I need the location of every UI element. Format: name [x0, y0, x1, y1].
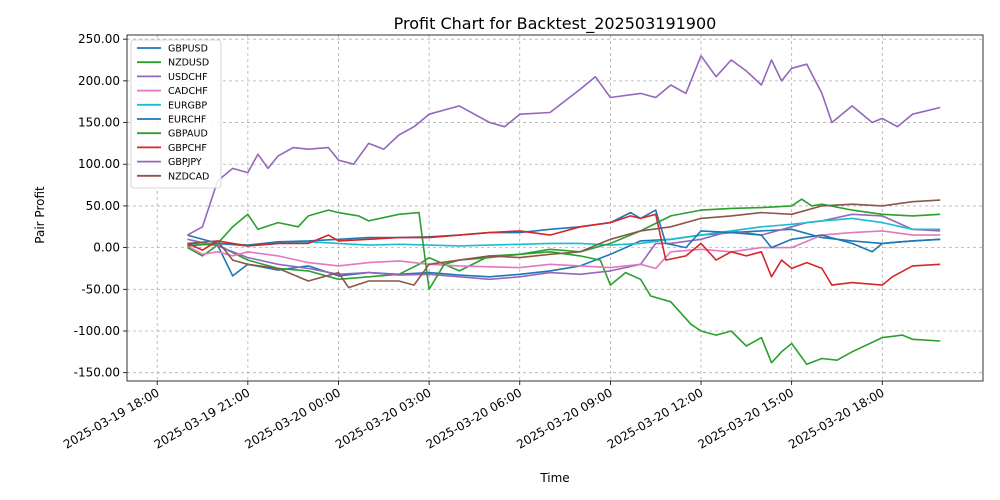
y-tick-label: -100.00: [74, 324, 120, 338]
grid: [127, 35, 983, 381]
y-tick-label: 150.00: [78, 116, 120, 130]
y-tick-label: 200.00: [78, 74, 120, 88]
y-axis-label: Pair Profit: [33, 186, 47, 244]
legend-label: GBPCHF: [168, 143, 207, 154]
series-line-eurchf: [187, 209, 941, 253]
series-line-gbpaud: [187, 198, 941, 291]
series-line-gbpchf: [187, 213, 941, 286]
y-tick-label: 0.00: [93, 241, 120, 255]
legend-label: GBPAUD: [168, 129, 208, 140]
x-axis-label: Time: [539, 471, 569, 485]
legend-label: GBPUSD: [168, 44, 208, 55]
series-line-nzdusd: [187, 244, 941, 366]
legend-label: USDCHF: [168, 72, 208, 83]
y-tick-label: -50.00: [81, 282, 120, 296]
series-line-gbpjpy: [187, 55, 941, 236]
legend-label: NZDCAD: [168, 171, 209, 182]
legend-label: GBPJPY: [168, 157, 202, 168]
legend-label: NZDUSD: [168, 58, 209, 69]
legend-label: EURCHF: [168, 115, 206, 126]
y-tick-label: -150.00: [74, 366, 120, 380]
plot-frame: [126, 34, 984, 382]
y-axis: 250.00 200.00 150.00 100.00 50.00 0.00 -50.00 -…: [74, 32, 127, 380]
y-tick-label: 100.00: [78, 157, 120, 171]
legend: GBPUSD NZDUSD USDCHF CADCHF EURGBP EURCHF GBPA…: [130, 39, 222, 189]
legend-label: CADCHF: [168, 86, 208, 97]
legend-label: EURGBP: [168, 100, 207, 111]
y-tick-label: 50.00: [86, 199, 120, 213]
series-line-cadchf: [187, 230, 941, 270]
y-tick-label: 250.00: [78, 32, 120, 46]
series-layer: [187, 55, 941, 366]
series-line-nzdcad: [187, 199, 941, 289]
chart-title: Profit Chart for Backtest_202503191900: [394, 14, 717, 34]
